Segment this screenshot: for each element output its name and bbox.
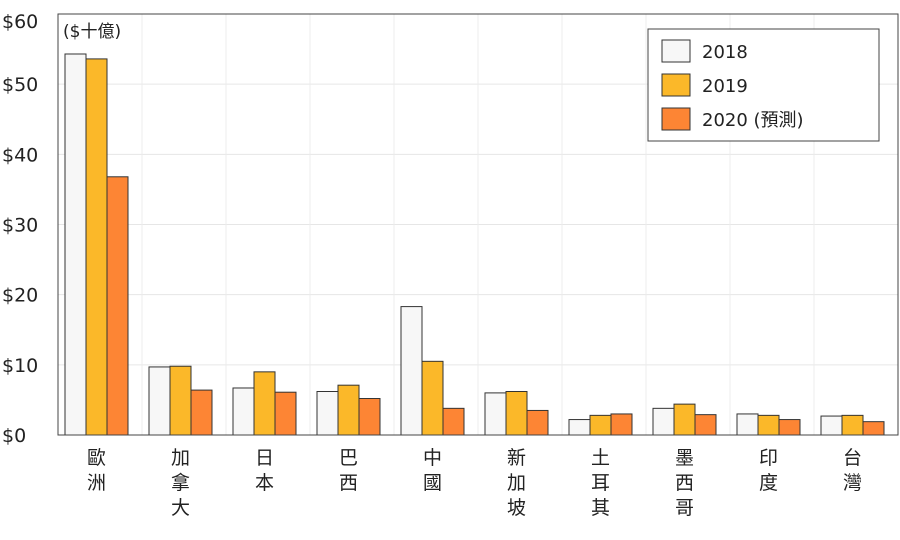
bar-2020 (預測)	[106, 176, 129, 436]
bar-2019	[169, 365, 192, 436]
bar-2018	[652, 407, 675, 436]
bar-2020 (預測)	[610, 413, 633, 436]
bar-2019	[85, 58, 108, 436]
bar-2019	[841, 414, 864, 436]
y-tick-label: $40	[2, 144, 38, 166]
bar-2020 (預測)	[526, 409, 549, 436]
category-label: 日本	[255, 447, 274, 494]
axes	[57, 13, 899, 436]
bar-2019	[337, 384, 360, 436]
bar-2019	[757, 414, 780, 436]
y-tick-label: $10	[2, 355, 38, 377]
bar-2020 (預測)	[442, 407, 465, 436]
unit-label: ($十億)	[63, 22, 121, 42]
bar-2020 (預測)	[694, 414, 717, 436]
category-label: 巴西	[339, 447, 358, 494]
category-label: 台灣	[843, 447, 862, 494]
y-tick-label: $0	[2, 425, 26, 447]
bar-2020 (預測)	[778, 419, 801, 436]
y-tick-label: $30	[2, 215, 38, 237]
legend-swatch-2019	[661, 73, 691, 97]
bar-2018	[568, 419, 591, 436]
y-tick-label: $50	[2, 74, 38, 96]
bar-2020 (預測)	[274, 391, 297, 436]
category-label: 加拿大	[171, 447, 190, 519]
legend-swatch-2020 (預測)	[661, 107, 691, 131]
labels: $0 $10 $20 $30 $40 $50 $60 歐洲 加拿大 日本 巴西 中國 新加坡 土耳其 墨西哥…	[2, 11, 862, 519]
plot-frame	[57, 13, 899, 436]
category-label: 新加坡	[507, 447, 526, 519]
bar-2020 (預測)	[358, 398, 381, 436]
gridlines	[58, 13, 898, 436]
bar-2020 (預測)	[862, 421, 885, 436]
bar-2019	[589, 414, 612, 436]
bar-2018	[400, 306, 423, 436]
y-tick-label: $60	[2, 11, 38, 33]
bar-2019	[505, 390, 528, 436]
bar-2018	[820, 415, 843, 436]
bar-2018	[736, 413, 759, 436]
bar-2020 (預測)	[190, 389, 213, 436]
category-label: 印度	[759, 447, 778, 494]
bar-2018	[64, 53, 87, 436]
legend-label: 2018	[702, 42, 748, 63]
legend-label: 2019	[702, 76, 748, 97]
legend-swatch-2018	[661, 39, 691, 63]
bar-2018	[316, 390, 339, 436]
bar-2019	[673, 403, 696, 436]
bar-2019	[421, 360, 444, 436]
bar-2018	[148, 366, 171, 436]
bar-2019	[253, 371, 276, 436]
bars	[64, 53, 885, 436]
legend-label: 2020 (預測)	[702, 110, 804, 131]
category-label: 墨西哥	[675, 447, 694, 519]
category-label: 中國	[423, 447, 442, 494]
legend: 2018 2019 2020 (預測)	[647, 28, 880, 142]
category-label: 歐洲	[87, 447, 106, 494]
category-label: 土耳其	[591, 447, 610, 519]
bar-2018	[232, 387, 255, 436]
y-tick-label: $20	[2, 285, 38, 307]
bar-2018	[484, 392, 507, 436]
